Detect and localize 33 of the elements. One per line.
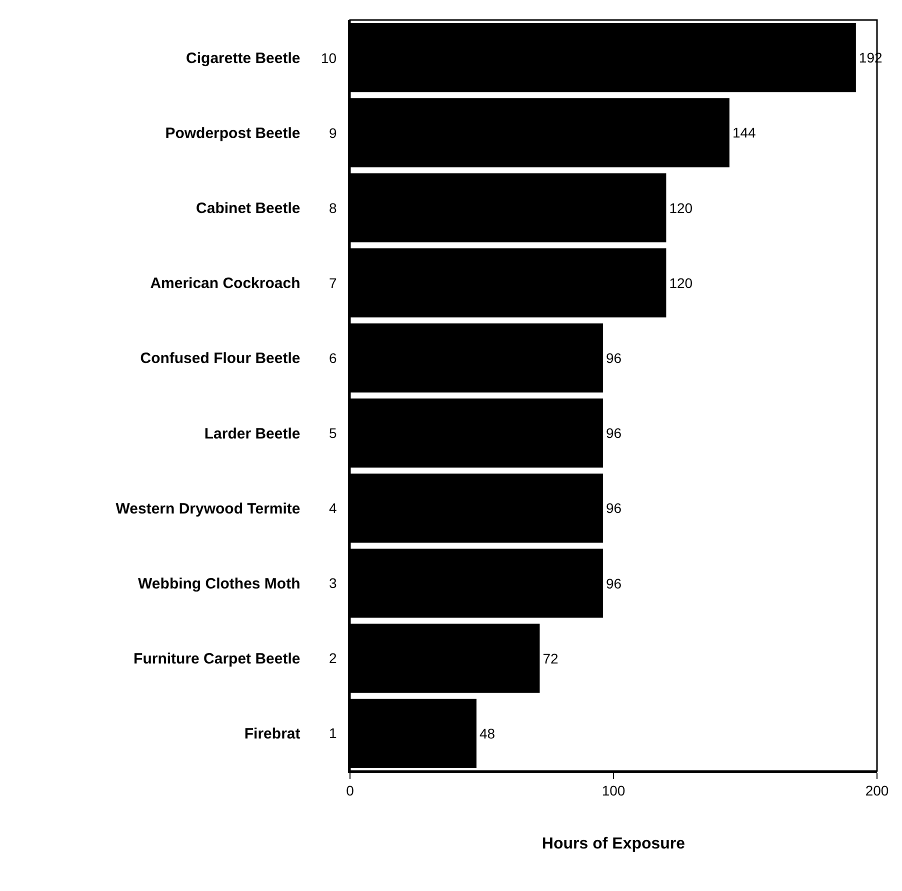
y-tick-label: Larder Beetle [204,425,300,442]
y-tick-label: Confused Flour Beetle [140,350,300,368]
y-tick-label: Firebrat [244,726,300,743]
y-tick-label: Furniture Carpet Beetle [134,650,300,668]
data-label: 48 [479,725,496,742]
y-tick-label: Webbing Clothes Moth [138,576,300,592]
x-axis-title: Hours of Exposure [542,836,686,853]
y-tick-label: American Cockroach [150,275,300,292]
data-label: 72 [542,650,559,666]
data-label: 96 [606,425,622,442]
x-tick-label: 200 [865,782,889,799]
data-label: 96 [606,350,622,366]
text: 1 [329,725,337,741]
data-label: 120 [669,200,693,216]
data-label: 96 [606,500,622,516]
x-tick-label: 0 [346,782,354,799]
text: 5 [329,425,337,441]
x-tick-label: 100 [602,782,626,799]
text: 2 [329,650,337,666]
text: 6 [329,350,337,366]
y-tick-label: Western Drywood Termite [116,500,300,518]
text: 10 [321,50,337,66]
y-tick-label: Cabinet Beetle [196,200,300,217]
data-label: 144 [732,124,756,141]
text: 4 [329,500,337,516]
text: 8 [329,200,337,216]
y-tick-label: Cigarette Beetle [186,50,300,67]
text: 3 [329,575,337,591]
data-label: 120 [669,274,693,291]
data-label: 96 [606,575,622,592]
text: 9 [329,125,337,141]
text: 7 [329,275,337,291]
y-tick-label: Powderpost Beetle [165,124,300,142]
